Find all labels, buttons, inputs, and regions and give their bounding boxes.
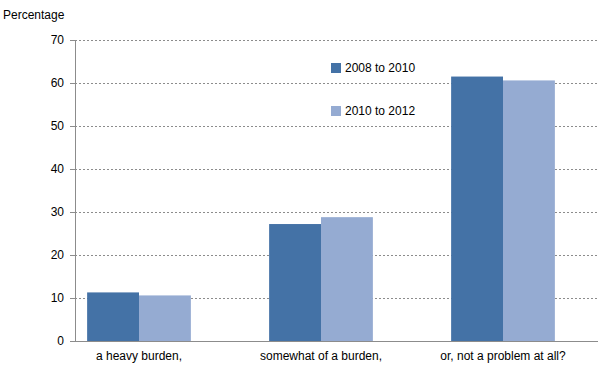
y-tick-mark — [70, 341, 75, 342]
y-tick-label: 0 — [57, 334, 64, 348]
y-tick-mark — [70, 169, 75, 170]
y-tick: 10 — [51, 291, 75, 305]
y-tick-label: 60 — [51, 76, 65, 90]
y-tick-label: 30 — [51, 205, 65, 219]
y-tick: 60 — [51, 76, 75, 90]
legend-swatch — [331, 106, 341, 116]
y-tick: 30 — [51, 205, 75, 219]
y-axis-title: Percentage — [3, 8, 65, 22]
legend-swatch — [331, 63, 341, 73]
y-tick-mark — [70, 40, 75, 41]
x-tick: somewhat of a burden, — [260, 341, 382, 363]
y-tick-label: 70 — [51, 33, 65, 47]
chart: 0 10 20 30 40 50 60 70 a heavy burden, somewhat o… — [0, 0, 614, 391]
x-axis: a heavy burden, somewhat of a burden, or, … — [96, 341, 566, 363]
y-tick: 70 — [51, 33, 75, 47]
x-axis-line — [75, 341, 598, 342]
bar — [451, 77, 503, 341]
y-tick-label: 40 — [51, 162, 65, 176]
bar — [503, 80, 555, 341]
legend: 2008 to 2010 2010 to 2012 — [331, 61, 415, 118]
y-tick: 0 — [57, 334, 75, 348]
x-tick: or, not a problem at all? — [440, 341, 566, 363]
y-axis-line — [75, 41, 76, 342]
legend-label: 2010 to 2012 — [345, 104, 415, 118]
y-tick-mark — [70, 255, 75, 256]
y-tick-label: 10 — [51, 291, 65, 305]
bar — [269, 224, 321, 341]
legend-label: 2008 to 2010 — [345, 61, 415, 75]
y-tick-label: 20 — [51, 248, 65, 262]
bars — [87, 77, 555, 341]
bar — [321, 217, 373, 341]
y-tick: 50 — [51, 119, 75, 133]
y-tick-mark — [70, 126, 75, 127]
y-tick: 40 — [51, 162, 75, 176]
y-tick-mark — [70, 83, 75, 84]
x-tick: a heavy burden, — [96, 341, 182, 363]
y-tick: 20 — [51, 248, 75, 262]
x-tick-label: somewhat of a burden, — [260, 349, 382, 363]
x-tick-label: or, not a problem at all? — [440, 349, 566, 363]
bar — [87, 292, 139, 341]
bar — [139, 295, 191, 341]
y-tick-label: 50 — [51, 119, 65, 133]
y-tick-mark — [70, 212, 75, 213]
grid-line — [75, 40, 598, 41]
y-tick-mark — [70, 298, 75, 299]
x-tick-label: a heavy burden, — [96, 349, 182, 363]
y-axis: 0 10 20 30 40 50 60 70 — [51, 33, 76, 348]
